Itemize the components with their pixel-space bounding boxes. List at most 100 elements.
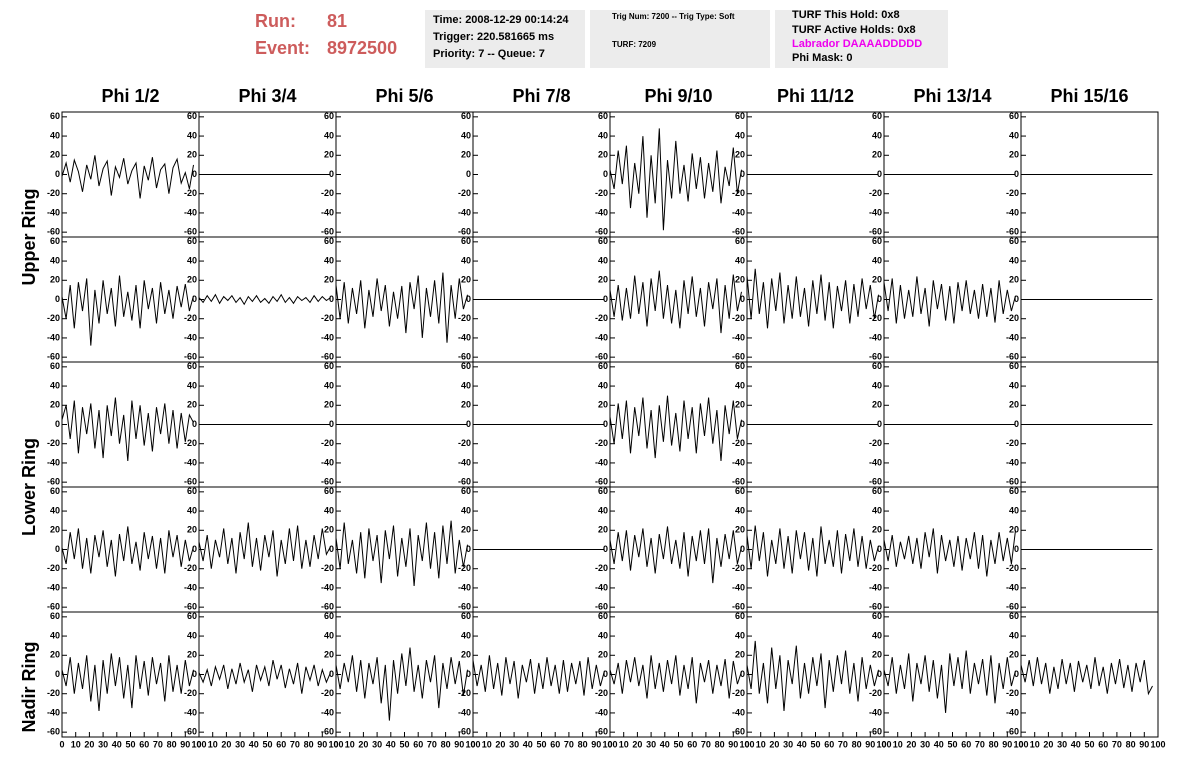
y-tick-label: 0	[1014, 294, 1019, 304]
y-tick-label: 40	[872, 255, 882, 265]
y-tick-label: -60	[47, 727, 60, 737]
x-tick-label: 50	[399, 739, 409, 749]
y-tick-label: -60	[732, 602, 745, 612]
x-tick-label: 30	[920, 739, 930, 749]
y-tick-label: 20	[1009, 525, 1019, 535]
y-tick-label: 20	[872, 650, 882, 660]
y-tick-label: 60	[735, 111, 745, 121]
y-tick-label: -20	[184, 563, 197, 573]
y-tick-label: -20	[47, 438, 60, 448]
y-tick-label: 60	[50, 486, 60, 496]
y-tick-label: -60	[1006, 727, 1019, 737]
x-tick-label: 80	[852, 739, 862, 749]
info-line: Trig Num: 7200 -- Trig Type: Soft	[612, 12, 735, 21]
x-tick-label: 0	[470, 739, 475, 749]
y-tick-label: 20	[461, 275, 471, 285]
y-tick-label: 60	[461, 486, 471, 496]
y-tick-label: -60	[732, 227, 745, 237]
y-tick-label: 60	[461, 236, 471, 246]
info-line: Priority: 7 -- Queue: 7	[433, 48, 545, 60]
y-tick-label: -20	[321, 563, 334, 573]
y-tick-label: 40	[187, 255, 197, 265]
y-tick-label: -60	[458, 727, 471, 737]
x-tick-label: 70	[153, 739, 163, 749]
y-tick-label: -20	[1006, 188, 1019, 198]
y-tick-label: -40	[1006, 707, 1019, 717]
x-tick-label: 40	[386, 739, 396, 749]
y-tick-label: 0	[740, 169, 745, 179]
x-tick-label: 100	[876, 739, 891, 749]
x-tick-label: 60	[687, 739, 697, 749]
y-tick-label: -40	[595, 457, 608, 467]
y-tick-label: -20	[595, 438, 608, 448]
y-tick-label: -20	[595, 188, 608, 198]
info-line: TURF Active Holds: 0x8	[792, 24, 916, 36]
y-tick-label: -40	[47, 707, 60, 717]
info-line: TURF This Hold: 0x8	[792, 9, 900, 21]
y-tick-label: 0	[55, 419, 60, 429]
y-tick-label: 20	[461, 150, 471, 160]
y-tick-label: 40	[598, 505, 608, 515]
y-tick-label: 0	[740, 544, 745, 554]
y-tick-label: -40	[321, 207, 334, 217]
y-tick-label: 40	[187, 630, 197, 640]
info-box	[775, 10, 948, 68]
x-tick-label: 30	[646, 739, 656, 749]
y-tick-label: -40	[1006, 457, 1019, 467]
y-tick-label: -60	[458, 477, 471, 487]
x-tick-label: 100	[465, 739, 480, 749]
y-tick-label: 20	[735, 650, 745, 660]
x-tick-label: 50	[536, 739, 546, 749]
y-tick-label: 60	[324, 236, 334, 246]
x-tick-label: 10	[756, 739, 766, 749]
y-tick-label: -20	[869, 313, 882, 323]
y-tick-label: -40	[732, 457, 745, 467]
y-tick-label: 20	[598, 650, 608, 660]
y-tick-label: 40	[324, 255, 334, 265]
x-tick-label: 50	[1084, 739, 1094, 749]
info-line: Trigger: 220.581665 ms	[433, 31, 554, 43]
y-tick-label: 60	[324, 486, 334, 496]
event-label: Event:	[255, 38, 310, 58]
y-tick-label: 20	[598, 275, 608, 285]
waveform	[609, 526, 742, 584]
y-tick-label: 20	[461, 400, 471, 410]
y-tick-label: -40	[869, 707, 882, 717]
y-tick-label: -40	[595, 207, 608, 217]
y-tick-label: -40	[458, 707, 471, 717]
x-tick-label: 70	[838, 739, 848, 749]
y-tick-label: -20	[321, 313, 334, 323]
y-tick-label: -60	[869, 352, 882, 362]
y-tick-label: -20	[47, 188, 60, 198]
y-tick-label: 20	[598, 150, 608, 160]
y-tick-label: -40	[732, 707, 745, 717]
y-tick-label: 0	[877, 294, 882, 304]
x-tick-label: 60	[1098, 739, 1108, 749]
y-tick-label: -60	[595, 477, 608, 487]
x-tick-label: 80	[989, 739, 999, 749]
x-tick-label: 60	[413, 739, 423, 749]
y-tick-label: 40	[461, 130, 471, 140]
y-tick-label: 60	[735, 611, 745, 621]
y-tick-label: -60	[1006, 602, 1019, 612]
y-tick-label: 20	[1009, 400, 1019, 410]
y-tick-label: 40	[872, 380, 882, 390]
y-tick-label: -20	[732, 313, 745, 323]
y-tick-label: 0	[192, 544, 197, 554]
y-tick-label: -40	[184, 707, 197, 717]
column-header: Phi 3/4	[238, 86, 296, 106]
y-tick-label: -60	[595, 727, 608, 737]
y-tick-label: -40	[869, 457, 882, 467]
x-tick-label: 70	[564, 739, 574, 749]
x-tick-label: 70	[290, 739, 300, 749]
x-tick-label: 80	[441, 739, 451, 749]
x-tick-label: 40	[797, 739, 807, 749]
y-tick-label: -60	[595, 352, 608, 362]
y-tick-label: 40	[1009, 130, 1019, 140]
y-tick-label: -60	[732, 477, 745, 487]
y-tick-label: -20	[1006, 313, 1019, 323]
y-tick-label: 40	[461, 380, 471, 390]
x-tick-label: 10	[1030, 739, 1040, 749]
column-header: Phi 7/8	[512, 86, 570, 106]
y-tick-label: 40	[50, 130, 60, 140]
